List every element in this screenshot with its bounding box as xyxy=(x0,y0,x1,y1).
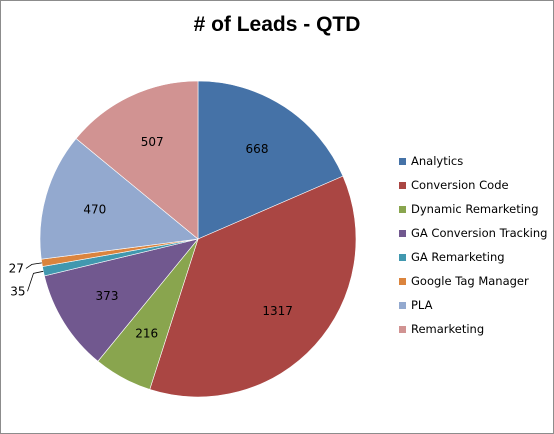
data-label-analytics: 668 xyxy=(246,142,269,156)
data-label-ga-conversion-tracking: 373 xyxy=(96,289,119,303)
legend-swatch xyxy=(399,205,406,213)
legend-swatch xyxy=(399,277,406,285)
pie-slice-ga-conversion-tracking xyxy=(44,238,199,362)
pie-slice-conversion-code xyxy=(149,175,357,398)
legend-label: PLA xyxy=(411,298,433,312)
legend-swatch xyxy=(399,325,406,333)
data-label-remarketing: 507 xyxy=(141,135,164,149)
data-label-google-tag-manager: 27 xyxy=(9,261,24,275)
legend-swatch xyxy=(399,181,406,189)
leader-line-ga-remarketing xyxy=(27,270,44,292)
chart-title: # of Leads - QTD xyxy=(193,13,361,36)
leader-line-google-tag-manager xyxy=(25,262,42,269)
legend-item-dynamic-remarketing: Dynamic Remarketing xyxy=(399,197,547,221)
data-label-conversion-code: 1317 xyxy=(262,304,293,318)
legend-label: GA Conversion Tracking xyxy=(411,226,548,240)
legend-item-ga-remarketing: GA Remarketing xyxy=(399,245,547,269)
pie-slice-pla xyxy=(39,138,199,260)
legend-label: Google Tag Manager xyxy=(411,274,529,288)
data-label-pla: 470 xyxy=(83,202,106,216)
legend-label: Analytics xyxy=(411,154,464,168)
legend-item-conversion-code: Conversion Code xyxy=(399,173,547,197)
pie-slice-remarketing xyxy=(75,80,199,240)
legend-swatch xyxy=(399,253,406,261)
legend-item-google-tag-manager: Google Tag Manager xyxy=(399,269,547,293)
pie-slice-analytics xyxy=(197,80,344,240)
legend-item-ga-conversion-tracking: GA Conversion Tracking xyxy=(399,221,547,245)
legend-label: Remarketing xyxy=(411,322,485,336)
legend-label: Conversion Code xyxy=(411,178,509,192)
legend-swatch xyxy=(399,157,406,165)
legend: Analytics Conversion Code Dynamic Remarket… xyxy=(399,149,547,341)
legend-swatch xyxy=(399,301,406,309)
legend-swatch xyxy=(399,229,406,237)
data-label-dynamic-remarketing: 216 xyxy=(135,326,158,340)
data-label-ga-remarketing: 35 xyxy=(10,284,25,298)
legend-item-analytics: Analytics xyxy=(399,149,547,173)
legend-item-remarketing: Remarketing xyxy=(399,317,547,341)
legend-item-pla: PLA xyxy=(399,293,547,317)
legend-label: GA Remarketing xyxy=(411,250,505,264)
legend-label: Dynamic Remarketing xyxy=(411,202,539,216)
